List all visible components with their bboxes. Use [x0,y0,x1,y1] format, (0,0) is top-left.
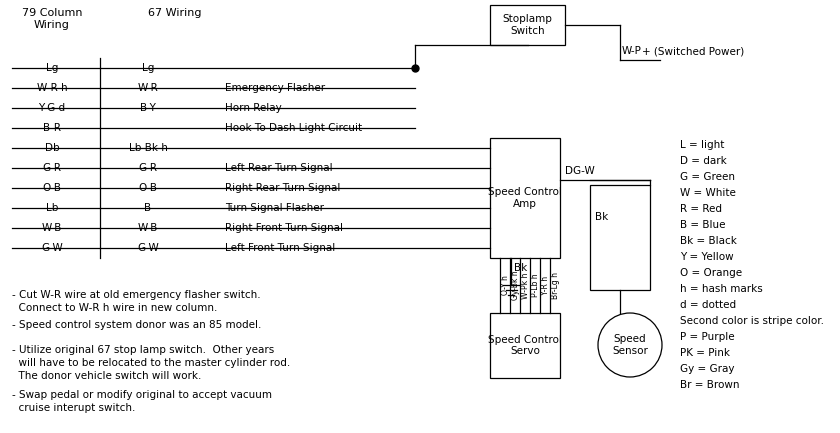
Text: - Cut W-R wire at old emergency flasher switch.
  Connect to W-R h wire in new c: - Cut W-R wire at old emergency flasher … [12,290,260,313]
Text: Lg: Lg [46,63,58,73]
Text: G-W: G-W [137,243,159,253]
Text: Y = Yellow: Y = Yellow [680,252,733,262]
Text: W-R: W-R [138,83,159,93]
Text: d = dotted: d = dotted [680,300,736,310]
Text: G = Green: G = Green [680,172,735,182]
Text: W-B: W-B [42,223,62,233]
Text: Bk: Bk [514,263,528,273]
Text: W-Pk h: W-Pk h [521,272,530,299]
Text: - Swap pedal or modify original to accept vacuum
  cruise interupt switch.: - Swap pedal or modify original to accep… [12,390,272,413]
Text: B-Y: B-Y [140,103,156,113]
Text: W = White: W = White [680,188,736,198]
Text: G-R: G-R [43,163,61,173]
Text: Hook To Dash Light Circuit: Hook To Dash Light Circuit [225,123,362,133]
Text: O = Orange: O = Orange [680,268,742,278]
Text: B: B [144,203,151,213]
Text: G-W: G-W [41,243,63,253]
Text: W-R h: W-R h [37,83,67,93]
Text: O-B: O-B [43,183,61,193]
Text: Bk = Black: Bk = Black [680,236,737,246]
Text: Br-Lg h: Br-Lg h [551,272,560,299]
Text: Br = Brown: Br = Brown [680,380,739,390]
Text: Gy = Gray: Gy = Gray [680,364,734,374]
Text: PK = Pink: PK = Pink [680,348,730,358]
Text: B = Blue: B = Blue [680,220,726,230]
Text: O-B: O-B [139,183,158,193]
Text: Emergency Flasher: Emergency Flasher [225,83,325,93]
Text: Bk: Bk [595,213,608,223]
Text: Y-R h: Y-R h [541,276,550,295]
Text: - Speed control system donor was an 85 model.: - Speed control system donor was an 85 m… [12,320,261,330]
Text: D = dark: D = dark [680,156,727,166]
Text: + (Switched Power): + (Switched Power) [642,46,744,56]
Bar [590,185,650,290]
Text: Right Front Turn Signal: Right Front Turn Signal [225,223,343,233]
Text: B-R: B-R [43,123,61,133]
Text: L = light: L = light [680,140,724,150]
Text: Second color is stripe color.: Second color is stripe color. [680,316,824,326]
Text: 79 Column
Wiring: 79 Column Wiring [22,8,82,29]
Text: R = Red: R = Red [680,204,722,214]
Text: Gy-Bk h: Gy-Bk h [511,271,520,301]
Text: Horn Relay: Horn Relay [225,103,281,113]
Text: Left Rear Turn Signal: Left Rear Turn Signal [225,163,333,173]
Bar [490,138,560,258]
Text: Right Rear Turn Signal: Right Rear Turn Signal [225,183,340,193]
Bar [490,313,560,378]
Text: Lb-Bk h: Lb-Bk h [129,143,167,153]
Text: O-Y h: O-Y h [501,275,510,295]
Text: G-R: G-R [139,163,158,173]
Circle shape [598,313,662,377]
Bar [490,5,565,45]
Text: Speed Control
Servo: Speed Control Servo [488,335,562,356]
Text: W-P: W-P [622,46,642,56]
Text: DG-W: DG-W [565,166,595,176]
Text: P-Lb h: P-Lb h [531,274,540,297]
Text: W-B: W-B [138,223,158,233]
Text: Y-G d: Y-G d [39,103,66,113]
Text: Left Front Turn Signal: Left Front Turn Signal [225,243,335,253]
Text: Lg: Lg [142,63,155,73]
Text: Speed
Sensor: Speed Sensor [612,334,648,356]
Text: - Utilize original 67 stop lamp switch.  Other years
  will have to be relocated: - Utilize original 67 stop lamp switch. … [12,345,291,381]
Text: Turn Signal Flasher: Turn Signal Flasher [225,203,324,213]
Text: Lb: Lb [46,203,58,213]
Text: Speed Control
Amp: Speed Control Amp [488,187,562,209]
Text: 67 Wiring: 67 Wiring [148,8,202,18]
Text: Db: Db [45,143,60,153]
Text: Stoplamp
Switch: Stoplamp Switch [502,14,553,36]
Text: h = hash marks: h = hash marks [680,284,763,294]
Text: P = Purple: P = Purple [680,332,735,342]
